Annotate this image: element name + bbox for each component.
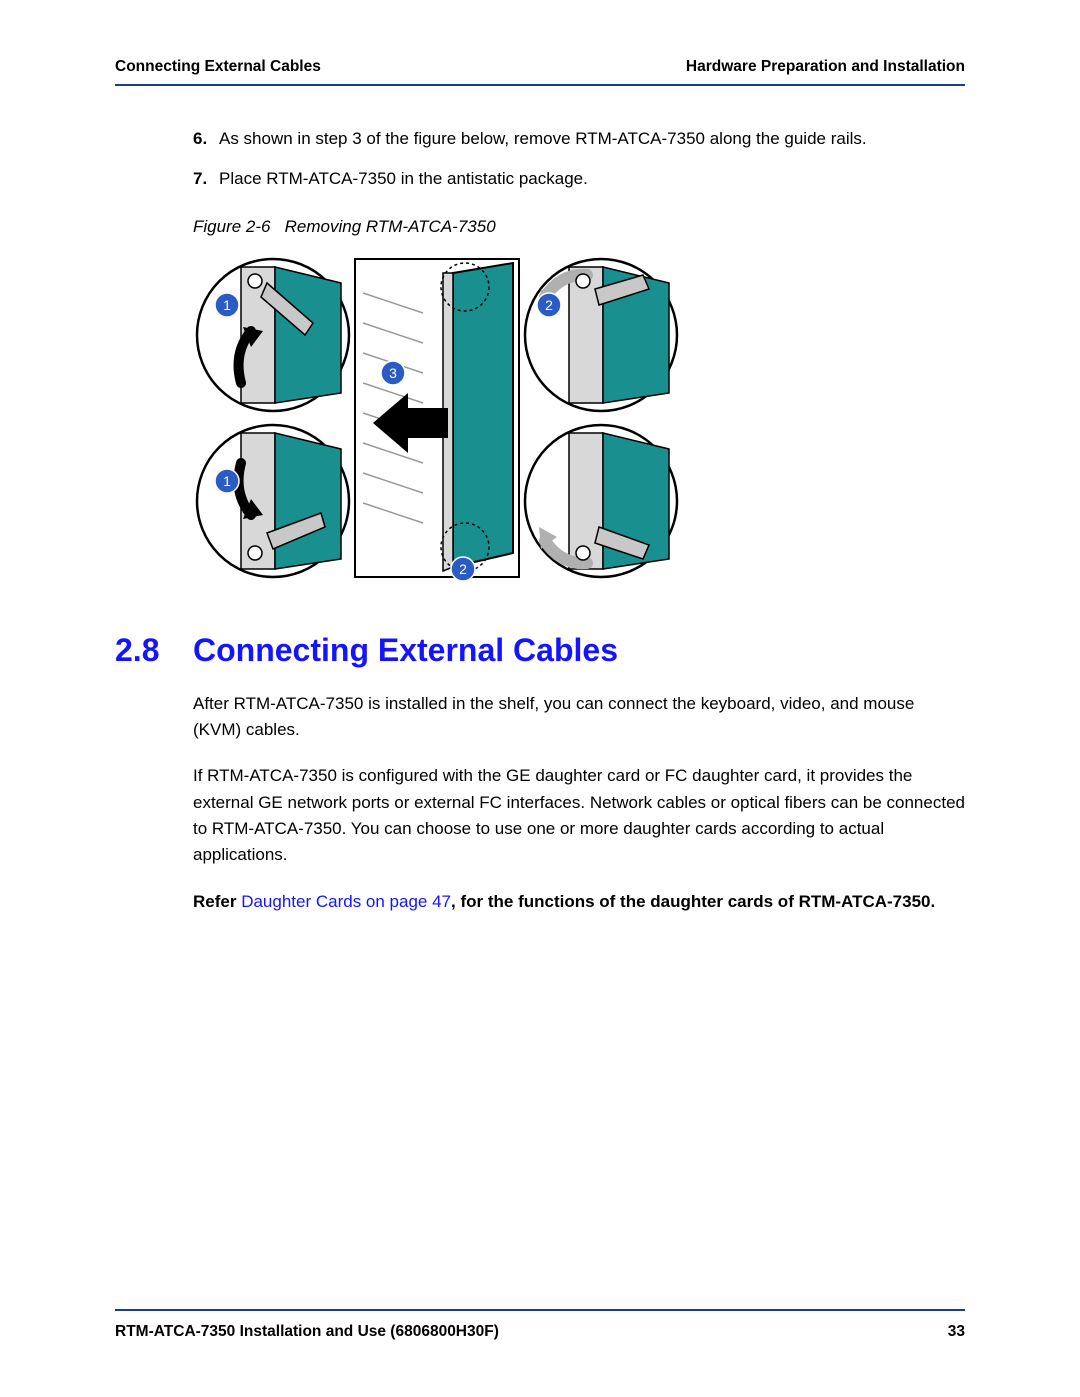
step-number: 6. — [193, 126, 219, 152]
figure-caption: Figure 2-6 Removing RTM-ATCA-7350 — [193, 217, 965, 237]
section-title: Connecting External Cables — [193, 632, 618, 669]
section-body: After RTM-ATCA-7350 is installed in the … — [115, 691, 965, 915]
callout-1b: 1 — [223, 473, 231, 489]
callout-2b: 2 — [459, 561, 467, 577]
header-left: Connecting External Cables — [115, 58, 321, 76]
detail-top-right: 2 — [525, 259, 677, 411]
center-panel: 3 — [355, 259, 519, 577]
section-number: 2.8 — [115, 632, 193, 669]
refer-line: Refer Daughter Cards on page 47, for the… — [193, 889, 965, 915]
paragraph: If RTM-ATCA-7350 is configured with the … — [193, 763, 965, 868]
refer-link[interactable]: Daughter Cards — [241, 892, 361, 911]
callout-2: 2 — [545, 297, 553, 313]
step-item: 6. As shown in step 3 of the figure belo… — [193, 126, 965, 152]
step-number: 7. — [193, 166, 219, 192]
figure-label: Figure 2-6 — [193, 217, 270, 236]
callout-1: 1 — [223, 297, 231, 313]
paragraph: After RTM-ATCA-7350 is installed in the … — [193, 691, 965, 744]
step-list: 6. As shown in step 3 of the figure belo… — [193, 126, 965, 193]
footer-rule — [115, 1309, 965, 1311]
refer-prefix: Refer — [193, 892, 241, 911]
header-rule — [115, 84, 965, 86]
footer-left: RTM-ATCA-7350 Installation and Use (6806… — [115, 1323, 499, 1341]
page-header: Connecting External Cables Hardware Prep… — [115, 58, 965, 84]
refer-page[interactable]: on page 47 — [361, 892, 451, 911]
page-footer: RTM-ATCA-7350 Installation and Use (6806… — [115, 1309, 965, 1341]
content-area: 6. As shown in step 3 of the figure belo… — [115, 126, 965, 588]
figure-diagram: 3 1 — [193, 253, 681, 583]
footer-page-number: 33 — [948, 1323, 965, 1341]
detail-bottom-left: 1 — [197, 425, 349, 577]
figure-title: Removing RTM-ATCA-7350 — [285, 217, 496, 236]
refer-suffix: , for the functions of the daughter card… — [451, 892, 935, 911]
step-text: Place RTM-ATCA-7350 in the antistatic pa… — [219, 166, 588, 192]
page: Connecting External Cables Hardware Prep… — [0, 0, 1080, 915]
detail-top-left: 1 — [197, 259, 349, 411]
header-right: Hardware Preparation and Installation — [686, 58, 965, 76]
section-heading: 2.8 Connecting External Cables — [115, 632, 965, 669]
step-text: As shown in step 3 of the figure below, … — [219, 126, 867, 152]
step-item: 7. Place RTM-ATCA-7350 in the antistatic… — [193, 166, 965, 192]
callout-3: 3 — [389, 365, 397, 381]
